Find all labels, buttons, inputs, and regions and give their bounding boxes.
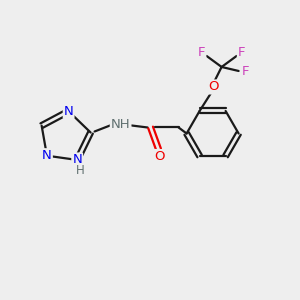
Text: F: F: [198, 46, 206, 59]
Text: NH: NH: [111, 118, 130, 131]
Text: F: F: [242, 65, 249, 79]
Text: O: O: [208, 80, 219, 94]
Text: F: F: [238, 46, 245, 59]
Text: N: N: [42, 149, 52, 162]
Text: O: O: [154, 150, 165, 163]
Text: N: N: [64, 105, 74, 118]
Text: N: N: [72, 154, 82, 166]
Text: H: H: [76, 164, 85, 178]
